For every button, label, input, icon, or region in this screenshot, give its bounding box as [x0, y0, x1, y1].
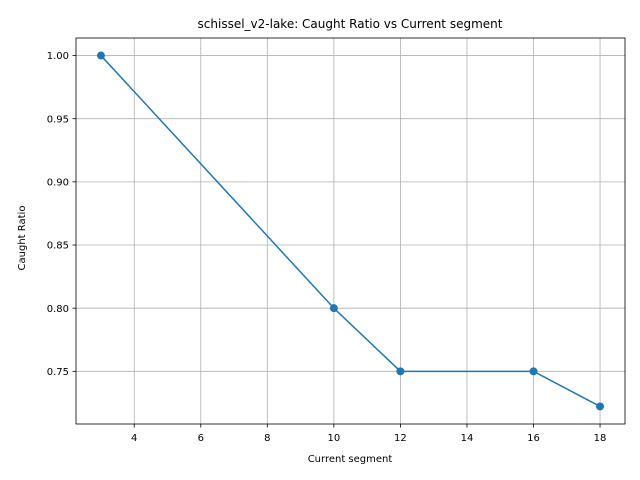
x-tick-label: 4 [131, 433, 137, 444]
x-tick-label: 18 [594, 433, 607, 444]
data-point [596, 402, 605, 411]
y-tick-label: 0.85 [47, 241, 69, 252]
data-point [529, 367, 538, 376]
data-point [96, 51, 105, 60]
y-tick-label: 0.80 [47, 304, 69, 315]
x-tick-label: 14 [461, 433, 474, 444]
x-tick-label: 6 [198, 433, 204, 444]
y-tick-label: 0.75 [47, 367, 69, 378]
plot-frame [75, 37, 626, 425]
chart-title: schissel_v2-lake: Caught Ratio vs Curren… [198, 17, 503, 31]
x-axis-label: Current segment [308, 454, 393, 465]
grid [76, 38, 625, 424]
y-tick-label: 1.00 [47, 51, 69, 62]
axis-ticks: 4 6 8 10 12 14 16 18 0.75 0.80 0.85 0.90 0.95 1.00 [47, 51, 607, 444]
x-tick-label: 12 [394, 433, 407, 444]
data-point [396, 367, 405, 376]
series [96, 51, 605, 411]
y-axis-label: Caught Ratio [17, 206, 28, 271]
y-tick-label: 0.90 [47, 177, 69, 188]
y-tick-label: 0.95 [47, 114, 69, 125]
data-point [329, 304, 338, 313]
x-tick-label: 10 [327, 433, 340, 444]
x-tick-label: 16 [527, 433, 540, 444]
x-tick-label: 8 [264, 433, 270, 444]
